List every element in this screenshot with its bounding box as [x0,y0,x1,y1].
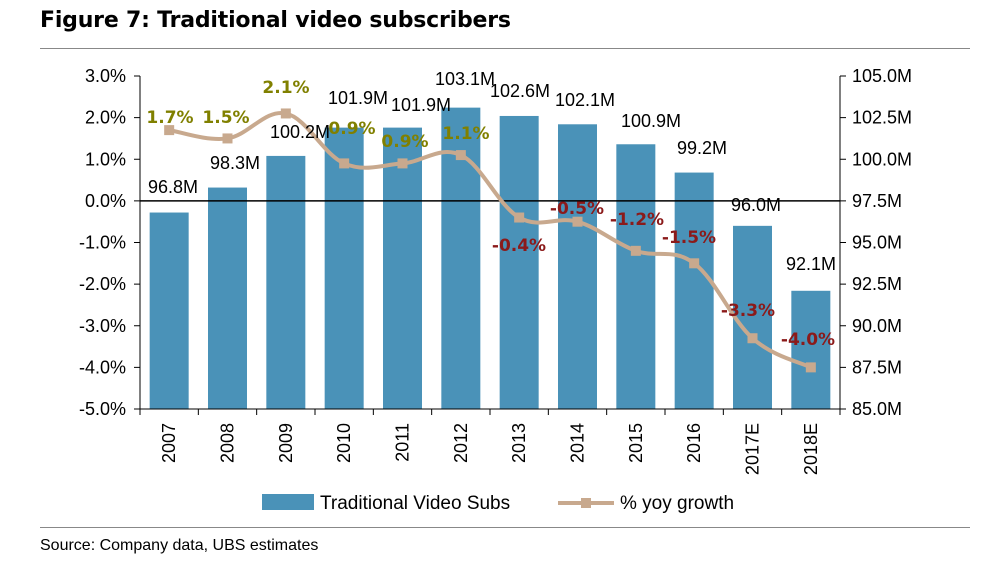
right-tick-label: 85.0M [852,399,902,419]
growth-value-label: 0.9% [328,119,375,139]
bar-value-label: 96.8M [148,177,198,197]
bar-value-label: 101.9M [328,88,388,108]
bar-value-label: 99.2M [677,138,727,158]
growth-value-label: -0.5% [550,199,604,219]
x-tick-label: 2015 [626,423,646,463]
growth-marker-2009 [280,108,291,119]
right-tick-label: 100.0M [852,149,912,169]
bar-2010 [324,127,364,410]
bar-2011 [383,127,422,410]
left-tick-label: 1.0% [85,149,126,169]
bar-2009 [266,155,306,409]
right-tick-label: 97.5M [852,191,902,211]
bar-2014 [558,124,597,409]
growth-marker-2013 [514,212,525,223]
left-tick-label: -4.0% [79,357,126,377]
left-tick-label: 2.0% [85,108,126,128]
right-tick-label: 105.0M [852,66,912,86]
bar-2008 [208,187,247,409]
combo-chart: 3.0% 2.0% 1.0% 0.0% -1.0% -2.0% -3.0% -4.0% -5.0… [79,66,912,514]
growth-value-label: -1.2% [610,210,664,230]
left-tick-label: -2.0% [79,274,126,294]
legend-bar-swatch [262,494,314,510]
source-note: Source: Company data, UBS estimates [40,537,319,554]
growth-value-label: 0.9% [381,132,428,152]
bar-series [149,107,831,410]
x-tick-label: 2016 [684,423,704,463]
bar-2018E [791,290,831,409]
growth-marker-2014 [572,216,583,227]
x-tick-label: 2009 [276,423,296,463]
growth-value-label: -1.5% [662,228,716,248]
x-tick-label: 2010 [334,423,354,463]
growth-marker-2010 [339,158,350,169]
bar-2013 [499,115,539,410]
bar-2016 [674,172,714,409]
x-tick-label: 2018E [801,423,821,475]
growth-value-label: 1.1% [442,124,489,144]
bar-2015 [616,144,656,409]
x-tick-label: 2011 [393,423,413,462]
growth-value-label: -4.0% [781,330,835,350]
growth-marker-2012 [455,150,466,161]
left-tick-label: -3.0% [79,316,126,336]
growth-marker-2018E [805,362,816,373]
legend-line-label: % yoy growth [620,493,734,514]
bar-value-label: 92.1M [786,254,836,274]
left-tick-label: 0.0% [85,191,126,211]
axes: 3.0% 2.0% 1.0% 0.0% -1.0% -2.0% -3.0% -4.0% -5.0… [79,66,912,475]
bar-value-label: 102.6M [490,81,550,101]
growth-value-label: 1.7% [146,108,193,128]
x-tick-label: 2007 [159,423,179,463]
growth-line-series [164,108,816,373]
bar-value-label: 102.1M [555,90,615,110]
right-tick-label: 87.5M [852,357,902,377]
bar-2017E [733,225,772,409]
legend-bar-label: Traditional Video Subs [320,493,510,514]
bar-value-label: 96.0M [731,195,781,215]
growth-marker-2007 [164,125,175,136]
x-tick-label: 2012 [451,423,471,463]
right-tick-label: 95.0M [852,233,902,253]
growth-marker-2011 [397,158,408,169]
growth-value-label: -3.3% [721,301,775,321]
chart-title: Figure 7: Traditional video subscribers [40,8,511,33]
growth-marker-2016 [689,258,700,269]
bar-value-label: 103.1M [435,69,495,89]
bar-value-label: 98.3M [210,153,260,173]
right-tick-label: 90.0M [852,316,902,336]
growth-marker-2017E [747,333,758,344]
right-tick-label: 102.5M [852,108,912,128]
left-tick-label: -1.0% [79,233,126,253]
growth-marker-2008 [222,133,233,144]
bar-value-label: 101.9M [391,95,451,115]
bar-value-label: 100.2M [270,122,330,142]
growth-marker-2015 [630,245,641,256]
x-tick-label: 2013 [509,423,529,463]
legend: Traditional Video Subs % yoy growth [262,493,734,514]
bar-value-label: 100.9M [621,111,681,131]
bottom-rule [40,527,970,528]
left-tick-label: 3.0% [85,66,126,86]
x-tick-label: 2017E [743,423,763,475]
growth-value-label: -0.4% [492,236,546,256]
bar-2007 [149,212,189,409]
x-tick-label: 2008 [218,423,238,463]
left-tick-label: -5.0% [79,399,126,419]
right-tick-label: 92.5M [852,274,902,294]
growth-value-label: 2.1% [262,78,309,98]
legend-line-marker [581,498,591,508]
growth-value-label: 1.5% [202,108,249,128]
top-rule [40,48,970,49]
x-tick-label: 2014 [568,423,588,463]
data-labels: 96.8M 98.3M 100.2M 101.9M 101.9M 103.1M102.6M… [146,69,836,350]
